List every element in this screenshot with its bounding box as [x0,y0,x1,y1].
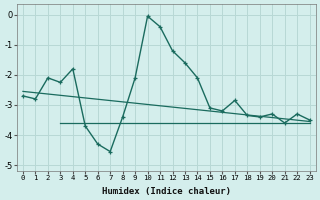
X-axis label: Humidex (Indice chaleur): Humidex (Indice chaleur) [102,187,231,196]
